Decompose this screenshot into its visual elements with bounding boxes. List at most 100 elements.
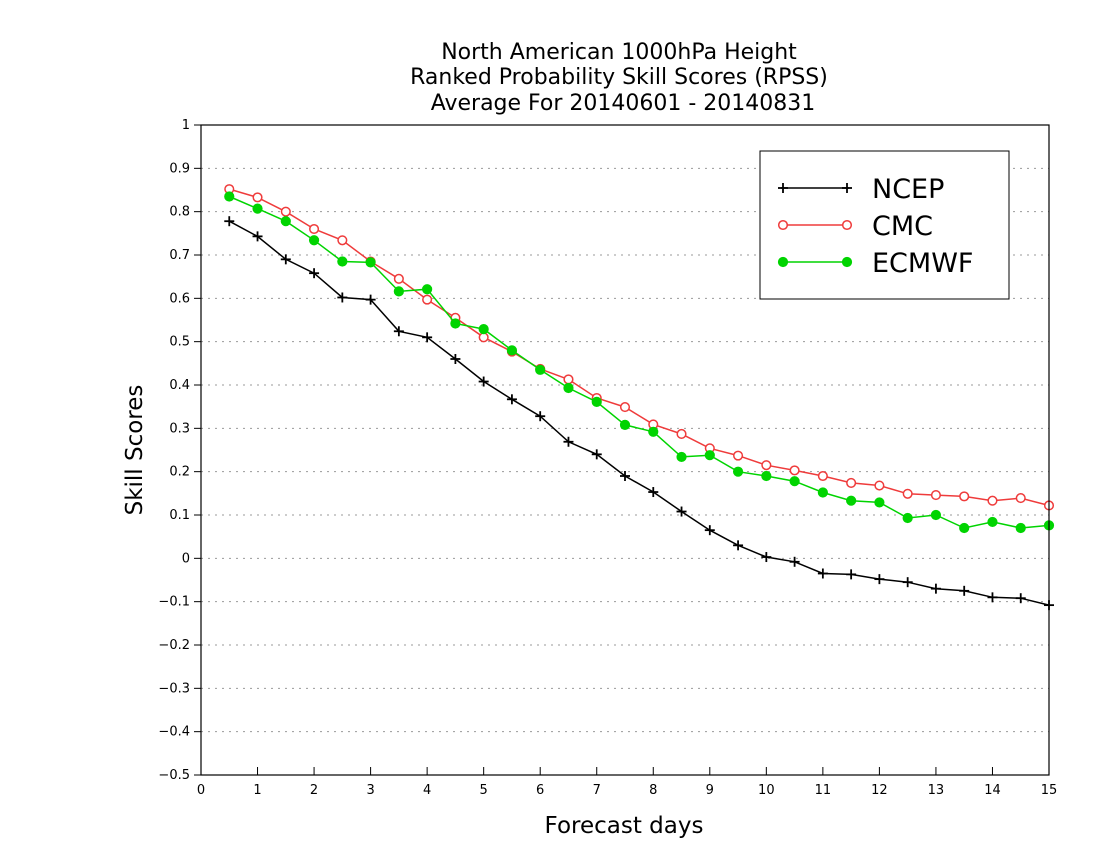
data-point-cmc — [789, 465, 800, 476]
y-tick-label: 1 — [182, 118, 190, 133]
data-point-ecmwf — [817, 487, 828, 498]
data-point-ecmwf — [959, 522, 970, 534]
y-tick-label: −0.2 — [158, 638, 190, 653]
data-point-ncep — [591, 449, 602, 460]
x-tick-label: 10 — [758, 783, 775, 798]
data-point-ncep — [224, 216, 235, 227]
data-point-cmc — [619, 402, 631, 413]
y-tick-label: 0.1 — [169, 508, 190, 523]
data-point-ecmwf — [846, 495, 857, 506]
data-point-ncep — [422, 332, 433, 343]
data-point-ncep — [874, 574, 885, 585]
data-point-ncep — [676, 506, 687, 517]
data-point-cmc — [817, 470, 828, 482]
data-point-ecmwf — [478, 324, 489, 335]
data-point-ecmwf — [987, 516, 998, 528]
x-tick-label: 13 — [928, 783, 945, 798]
y-tick-label: 0.8 — [169, 205, 190, 220]
legend-marker-ecmwf — [841, 256, 853, 268]
data-point-ecmwf — [902, 512, 913, 524]
data-point-cmc — [846, 477, 857, 488]
legend-label-ncep: NCEP — [872, 174, 944, 205]
data-point-ecmwf — [337, 256, 348, 267]
legend-marker-cmc — [841, 219, 853, 231]
data-point-cmc — [280, 206, 291, 217]
data-point-ncep — [959, 585, 970, 596]
data-point-ecmwf — [1015, 522, 1026, 534]
data-point-ecmwf — [648, 426, 659, 437]
data-point-cmc — [337, 235, 348, 246]
data-point-cmc — [930, 490, 941, 501]
data-point-ecmwf — [761, 470, 772, 482]
data-point-ecmwf — [732, 466, 744, 477]
legend-label-ecmwf: ECMWF — [872, 248, 973, 279]
data-point-ecmwf — [422, 284, 433, 295]
data-point-ecmwf — [619, 419, 631, 430]
data-point-ecmwf — [789, 476, 800, 487]
data-point-cmc — [563, 374, 574, 385]
data-point-ecmwf — [308, 235, 320, 246]
data-point-ncep — [620, 471, 630, 481]
data-point-ncep — [704, 525, 715, 536]
legend-marker-ncep — [778, 183, 788, 193]
series-cmc — [224, 184, 1055, 511]
legend: NCEP CMC ECMWF — [759, 150, 1010, 300]
x-tick-label: 2 — [310, 783, 318, 798]
data-point-cmc — [422, 294, 433, 305]
data-point-ncep — [987, 592, 998, 603]
data-point-ncep — [535, 411, 546, 422]
y-tick-label: −0.3 — [158, 681, 190, 696]
data-point-ecmwf — [224, 191, 235, 202]
data-point-ncep — [506, 394, 517, 405]
data-point-cmc — [478, 332, 489, 343]
data-point-cmc — [309, 223, 320, 235]
y-tick-label: 0.5 — [169, 335, 190, 350]
data-point-cmc — [1015, 493, 1026, 504]
x-tick-label: 1 — [253, 783, 261, 798]
data-point-ncep — [309, 268, 320, 279]
data-point-cmc — [676, 428, 687, 440]
data-point-ncep — [648, 487, 659, 498]
legend-entries: NCEP CMC ECMWF — [777, 174, 973, 279]
x-tick-label: 9 — [706, 783, 714, 798]
series-ncep — [224, 216, 1054, 611]
y-tick-label: 0.3 — [169, 421, 190, 436]
data-point-ncep — [902, 577, 913, 588]
data-point-ecmwf — [252, 203, 263, 214]
data-point-ecmwf — [704, 450, 715, 461]
x-tick-label: 4 — [423, 783, 431, 798]
data-point-ecmwf — [676, 451, 687, 463]
x-tick-label: 6 — [536, 783, 544, 798]
data-point-ncep — [733, 540, 744, 551]
data-point-ncep — [789, 556, 800, 567]
data-point-ecmwf — [930, 509, 942, 521]
x-axis-title: Forecast days — [545, 813, 704, 839]
data-point-ecmwf — [506, 345, 518, 356]
x-tick-label: 15 — [1041, 783, 1058, 798]
y-tick-label: 0.6 — [169, 291, 190, 306]
y-axis-title: Skill Scores — [122, 385, 148, 516]
data-point-cmc — [252, 192, 263, 203]
data-point-ncep — [930, 583, 941, 594]
data-point-ncep — [817, 568, 828, 579]
data-point-ecmwf — [280, 216, 291, 227]
data-point-ncep — [761, 552, 772, 563]
data-point-ncep — [450, 354, 461, 364]
legend-marker-ncep — [842, 183, 852, 193]
y-tick-label: 0.4 — [169, 378, 190, 393]
data-point-ecmwf — [591, 396, 602, 407]
x-tick-label: 8 — [649, 783, 657, 798]
data-point-ncep — [280, 254, 291, 265]
legend-label-cmc: CMC — [872, 211, 933, 242]
chart-title-line-2: Ranked Probability Skill Scores (RPSS) — [410, 65, 828, 90]
data-point-ncep — [393, 326, 404, 337]
data-point-ncep — [478, 376, 489, 387]
data-point-cmc — [874, 480, 885, 491]
data-point-ecmwf — [450, 318, 461, 329]
data-point-cmc — [959, 491, 970, 502]
data-point-cmc — [987, 495, 998, 506]
x-tick-label: 7 — [593, 783, 601, 798]
x-tick-label: 0 — [197, 783, 205, 798]
data-point-ncep — [1015, 593, 1026, 604]
y-tick-label: −0.5 — [158, 768, 190, 783]
